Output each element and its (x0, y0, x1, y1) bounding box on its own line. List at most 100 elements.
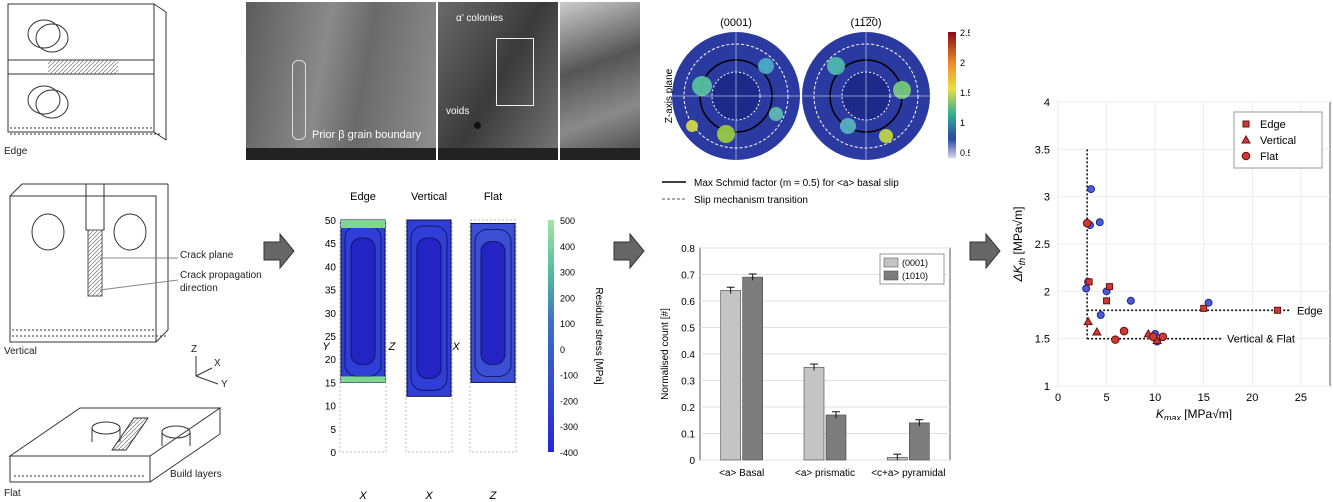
axis-triad (195, 356, 219, 385)
voids-label: voids (446, 106, 470, 117)
map-ytick: 45 (325, 239, 337, 250)
vertical-specimen (9, 183, 179, 343)
bar (909, 422, 930, 461)
y-tick: 0 (689, 456, 695, 467)
map-xlabel: X (358, 490, 367, 502)
y-tick: 2.5 (1035, 239, 1050, 251)
pole-side-label: Z-axis plane (664, 68, 675, 123)
y-tick: 3.5 (1035, 144, 1050, 156)
colorbar-label: Residual stress [MPa] (593, 287, 604, 384)
x-tick: <a> prismatic (795, 468, 855, 479)
colorbar-tick: 500 (560, 216, 575, 226)
arrow-icon (263, 232, 295, 270)
data-point-flat (1148, 332, 1158, 342)
pole-density (840, 118, 856, 134)
legend-swatch (883, 270, 899, 281)
bar (720, 290, 741, 461)
legend-dashed-label: Slip mechanism transition (694, 195, 808, 206)
vertical-label: Vertical (4, 346, 37, 357)
data-point-blue (1126, 296, 1135, 305)
data-point-edge (1274, 306, 1282, 314)
bar (742, 276, 763, 461)
colorbar (548, 220, 554, 452)
sem-micrograph-left: Prior β grain boundary (246, 2, 436, 160)
arrow-icon (969, 232, 1001, 270)
x-axis-label: Kmax [MPa√m] (1156, 407, 1232, 420)
y-axis-label: ΔKth [MPa√m] (1011, 207, 1027, 283)
stress-contour (474, 229, 512, 377)
pole-figure-title: (11̅2̅0) (851, 17, 882, 29)
data-point-flat (1082, 218, 1092, 228)
map-ytick: 10 (325, 402, 337, 413)
data-point-vertical (1083, 316, 1093, 326)
pole-colorbar (948, 32, 956, 158)
map-ylabel: Z (388, 341, 397, 353)
data-point-blue (1087, 185, 1096, 194)
colorbar-tick: -200 (560, 396, 578, 406)
x-tick: 15 (1198, 392, 1210, 404)
pole-colorbar-tick: 1.5 (960, 88, 970, 98)
data-point-edge (1242, 120, 1250, 128)
y-tick: 0.4 (681, 350, 695, 361)
stress-contour (341, 376, 385, 383)
pole-density (893, 81, 911, 99)
axis-y-label: Y (221, 379, 228, 390)
colorbar-tick: 0 (560, 345, 565, 355)
specimen-sketches (7, 3, 222, 483)
alpha-colonies-label: α’ colonies (456, 13, 504, 24)
pole-density (879, 129, 893, 143)
y-tick: 3 (1044, 192, 1050, 204)
legend-label: (1010) (902, 271, 928, 281)
legend-label: Vertical (1260, 135, 1296, 147)
arrow-icon (613, 232, 645, 270)
map-title: Vertical (411, 191, 447, 203)
map-xlabel: Z (489, 490, 498, 502)
sem-micrograph-right (560, 2, 640, 160)
data-point-flat (1241, 151, 1251, 161)
map-ytick: 15 (325, 378, 337, 389)
y-tick: 0.7 (681, 271, 695, 282)
y-tick: 1.5 (1035, 334, 1050, 346)
map-ytick: 5 (330, 425, 336, 436)
stress-contour (341, 220, 385, 228)
map-ytick: 30 (325, 309, 337, 320)
data-point-vertical (1091, 327, 1102, 336)
bar (803, 366, 825, 461)
map-ylabel: X (451, 341, 460, 353)
colorbar-tick: 200 (560, 293, 575, 303)
crack-propagation-label: Crack propagation (180, 270, 262, 281)
pole-density (692, 76, 712, 96)
stress-contour (480, 241, 506, 365)
colorbar-tick: -300 (560, 422, 578, 432)
axis-x-label: X (214, 358, 221, 369)
map-ytick: 0 (330, 448, 336, 459)
legend-label: Edge (1260, 119, 1286, 131)
y-tick: 2 (1044, 286, 1050, 298)
x-tick: 20 (1246, 392, 1258, 404)
x-tick: 0 (1055, 392, 1061, 404)
x-tick: 10 (1149, 392, 1161, 404)
x-tick: <a> Basal (719, 468, 764, 479)
data-point-blue (1082, 284, 1091, 293)
flat-specimen (8, 407, 222, 483)
map-ylabel: Y (322, 341, 330, 353)
map-ytick: 50 (325, 216, 337, 227)
data-point-flat (1111, 335, 1120, 344)
map-ytick: 35 (325, 286, 337, 297)
crack-propagation-label-2: direction (180, 283, 218, 294)
data-point-edge (1200, 304, 1208, 312)
legend-label: (0001) (902, 258, 928, 268)
edge-specimen (7, 3, 167, 141)
edge-label: Edge (4, 146, 28, 157)
pole-density (717, 125, 735, 143)
stress-contour (410, 225, 448, 391)
map-ytick: 25 (325, 332, 337, 343)
y-tick: 1 (1044, 381, 1050, 393)
legend-label: Flat (1260, 151, 1278, 163)
map-ytick: 20 (325, 355, 337, 366)
bar-chart: 0 0.1 0.2 0.3 0.4 0.5 0.6 0.7 0.8 Normalised coun… (660, 244, 951, 479)
pole-colorbar-tick: 0.5 (960, 148, 970, 158)
x-tick: 25 (1295, 392, 1307, 404)
colorbar-tick: 300 (560, 268, 575, 278)
data-point-vertical (1241, 134, 1251, 144)
